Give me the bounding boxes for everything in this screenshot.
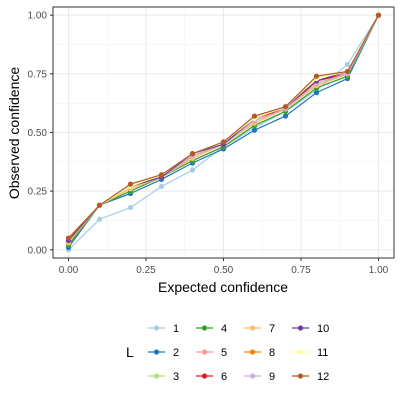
legend-item: 7: [244, 323, 275, 335]
legend-item: 8: [244, 347, 275, 359]
legend-item: 9: [244, 371, 275, 383]
legend-item: 5: [196, 347, 227, 359]
x-axis-title: Expected confidence: [158, 279, 288, 295]
data-point: [282, 104, 289, 110]
data-point: [189, 151, 196, 157]
data-point: [127, 181, 134, 187]
data-point: [251, 113, 258, 119]
legend-key-point: [249, 325, 256, 331]
legend-label: 12: [317, 371, 329, 383]
legend-label: 3: [173, 371, 179, 383]
series-12: [65, 12, 382, 241]
legend-label: 8: [269, 347, 275, 359]
legend-key-point: [297, 349, 304, 355]
data-point: [344, 68, 351, 75]
legend-key-point: [201, 373, 208, 379]
legend-label: 4: [221, 323, 227, 335]
legend-key-point: [153, 373, 160, 379]
y-tick-label: 0.75: [28, 69, 48, 80]
y-axis-title: Observed confidence: [6, 67, 22, 200]
x-tick-label: 0.75: [291, 265, 311, 276]
data-point: [96, 216, 103, 222]
legend-item: 10: [292, 323, 329, 335]
series-layer: [65, 12, 382, 253]
legend-label: 6: [221, 371, 227, 383]
legend-key-point: [249, 349, 256, 355]
x-tick-label: 0.25: [136, 265, 156, 276]
y-tick-label: 0.25: [28, 187, 48, 198]
data-point: [158, 172, 165, 178]
legend-item: 1: [148, 323, 179, 335]
data-point: [189, 167, 196, 173]
legend-label: 1: [173, 323, 179, 335]
y-tick-label: 0.50: [28, 128, 48, 139]
data-point: [65, 235, 72, 241]
legend-item: 12: [292, 371, 329, 383]
data-point: [220, 139, 227, 145]
legend-item: 4: [196, 323, 227, 335]
data-point: [127, 204, 134, 211]
legend-label: 2: [173, 347, 179, 359]
x-tick-label: 1.00: [369, 265, 389, 276]
legend-item: 6: [196, 371, 227, 383]
legend-label: 5: [221, 347, 227, 359]
data-point: [313, 73, 320, 79]
legend-item: 11: [292, 347, 328, 359]
legend-title: L: [126, 344, 134, 360]
legend-key-point: [297, 373, 304, 379]
legend-label: 11: [317, 347, 328, 359]
data-point: [375, 12, 382, 18]
x-tick-label: 0.00: [59, 265, 79, 276]
legend-key-point: [249, 373, 256, 379]
legend-key-point: [201, 325, 208, 331]
legend-item: 2: [148, 347, 179, 359]
x-tick-label: 0.50: [214, 265, 234, 276]
data-point: [251, 127, 258, 133]
axis-layer: 0.00 0.25 0.50 0.75 1.00 0.00 0.25 0.50 0.75 1.00: [28, 11, 389, 276]
legend-key-point: [201, 349, 208, 355]
legend-label: 7: [269, 323, 275, 335]
y-tick-label: 0.00: [28, 245, 48, 256]
y-tick-label: 1.00: [28, 11, 48, 22]
data-point: [313, 90, 320, 96]
legend-key-point: [153, 349, 160, 355]
legend-label: 10: [317, 323, 329, 335]
data-point: [158, 183, 165, 190]
grid-layer: [53, 7, 394, 258]
legend-item: 3: [148, 371, 179, 383]
legend-label: 9: [269, 371, 275, 383]
data-point: [344, 61, 351, 68]
data-point: [282, 113, 289, 119]
data-point: [96, 202, 103, 208]
legend-key-point: [153, 325, 160, 331]
legend-key-point: [297, 325, 304, 331]
